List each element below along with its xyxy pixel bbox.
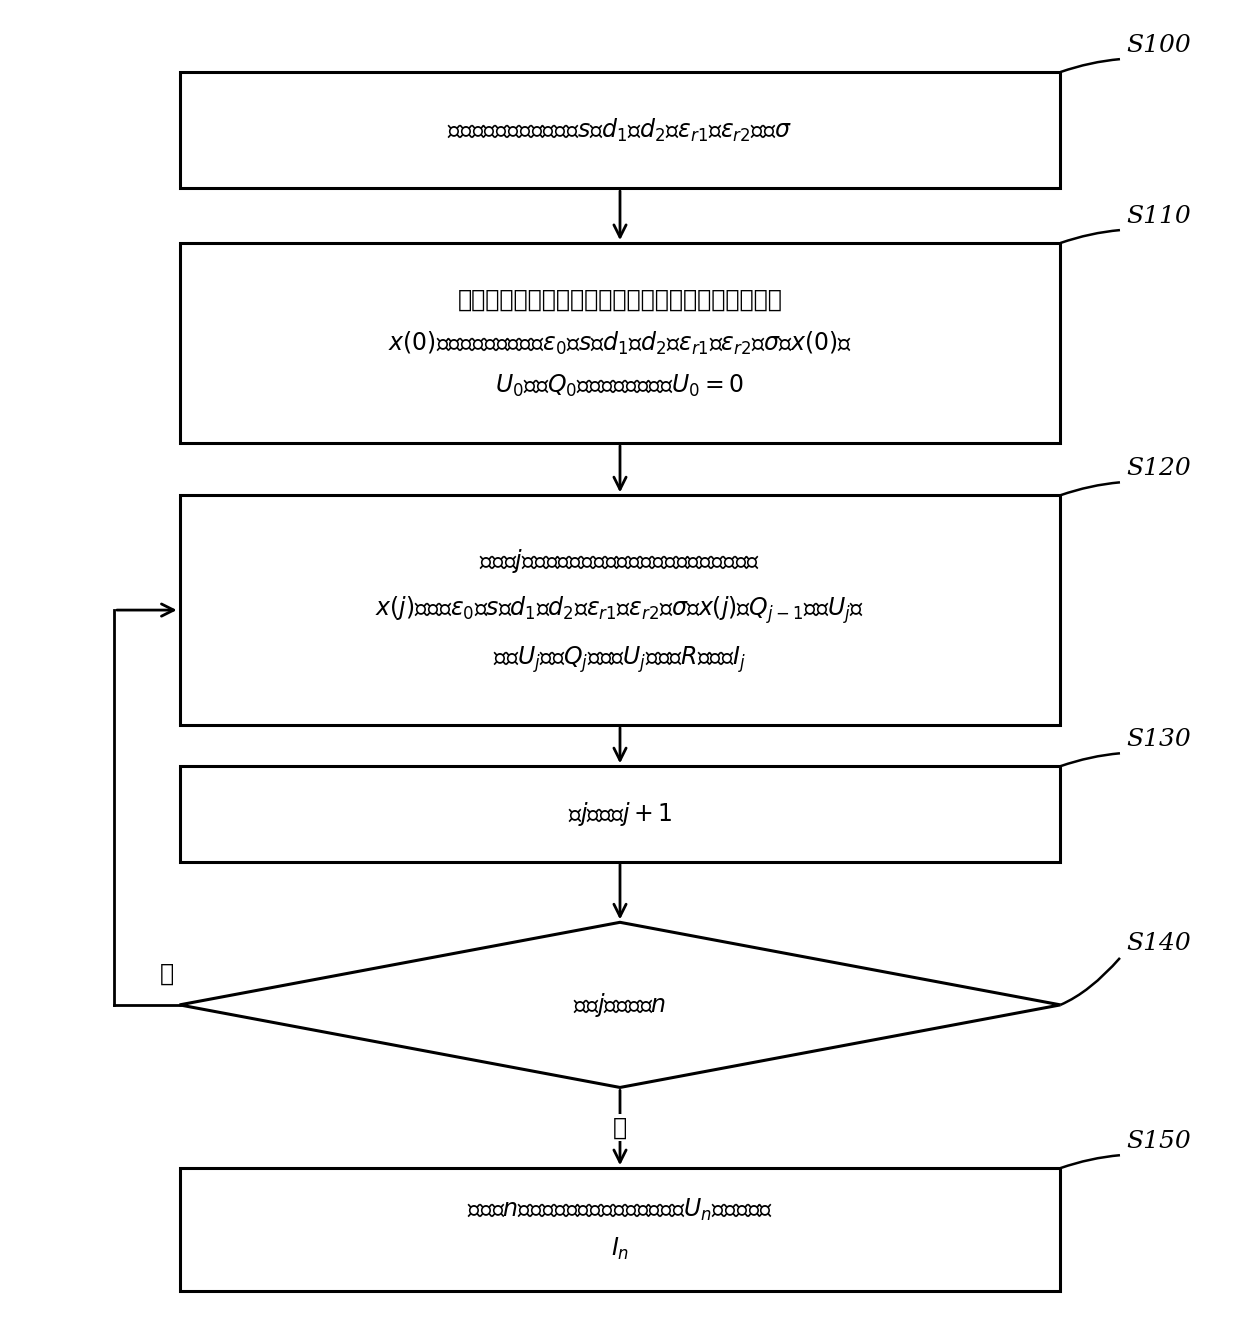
Bar <box>180 495 1060 724</box>
Text: 是: 是 <box>613 1116 627 1140</box>
Polygon shape <box>180 922 1060 1087</box>
Bar <box>180 1168 1060 1290</box>
Text: S150: S150 <box>1126 1129 1190 1153</box>
Text: S130: S130 <box>1126 727 1190 751</box>
Text: 根据$U_j$计算$Q_j$；基于$U_j$和电阻$R$，计算$I_j$: 根据$U_j$计算$Q_j$；基于$U_j$和电阻$R$，计算$I_j$ <box>494 644 746 675</box>
Text: $U_0$计算$Q_0$，其中，初始时刻$U_0=0$: $U_0$计算$Q_0$，其中，初始时刻$U_0=0$ <box>495 372 745 399</box>
Text: $x(j)$，基于$\varepsilon_0$、$s$、$d_1$、$d_2$、$\varepsilon_{r1}$、$\varepsilon_{r2}$、$: $x(j)$，基于$\varepsilon_0$、$s$、$d_1$、$d_2$… <box>376 594 864 626</box>
Text: 否: 否 <box>160 961 174 985</box>
Text: 输出第$n$个时刻的摩擦发电机的输出电压$U_n$、输出电流: 输出第$n$个时刻的摩擦发电机的输出电压$U_n$、输出电流 <box>466 1196 774 1223</box>
Text: 将$j$赋值为$j+1$: 将$j$赋值为$j+1$ <box>568 800 672 828</box>
Bar <box>180 766 1060 862</box>
Text: 获取初始时刻第一摩擦部件和第二摩擦部件之间距离: 获取初始时刻第一摩擦部件和第二摩擦部件之间距离 <box>458 288 782 312</box>
Text: S110: S110 <box>1126 204 1190 227</box>
Text: 获取摩擦发电机的参数：$s$、$d_1$、$d_2$，$\varepsilon_{r1}$、$\varepsilon_{r2}$以及$\sigma$: 获取摩擦发电机的参数：$s$、$d_1$、$d_2$，$\varepsilon_… <box>448 117 792 144</box>
Bar <box>180 243 1060 444</box>
Text: S120: S120 <box>1126 457 1190 480</box>
Text: 判断$j$是否等于$n$: 判断$j$是否等于$n$ <box>573 991 667 1019</box>
Text: 获取第$j$个时刻第一摩擦部件和第二摩擦部件之间距离: 获取第$j$个时刻第一摩擦部件和第二摩擦部件之间距离 <box>480 547 760 575</box>
Text: S100: S100 <box>1126 34 1190 56</box>
Text: S140: S140 <box>1126 933 1190 956</box>
Bar <box>180 73 1060 188</box>
Text: $I_n$: $I_n$ <box>611 1236 629 1262</box>
Text: $x(0)$，根据真空介电常数$\varepsilon_0$、$s$、$d_1$、$d_2$、$\varepsilon_{r1}$、$\varepsilon_{: $x(0)$，根据真空介电常数$\varepsilon_0$、$s$、$d_1$… <box>388 329 852 356</box>
